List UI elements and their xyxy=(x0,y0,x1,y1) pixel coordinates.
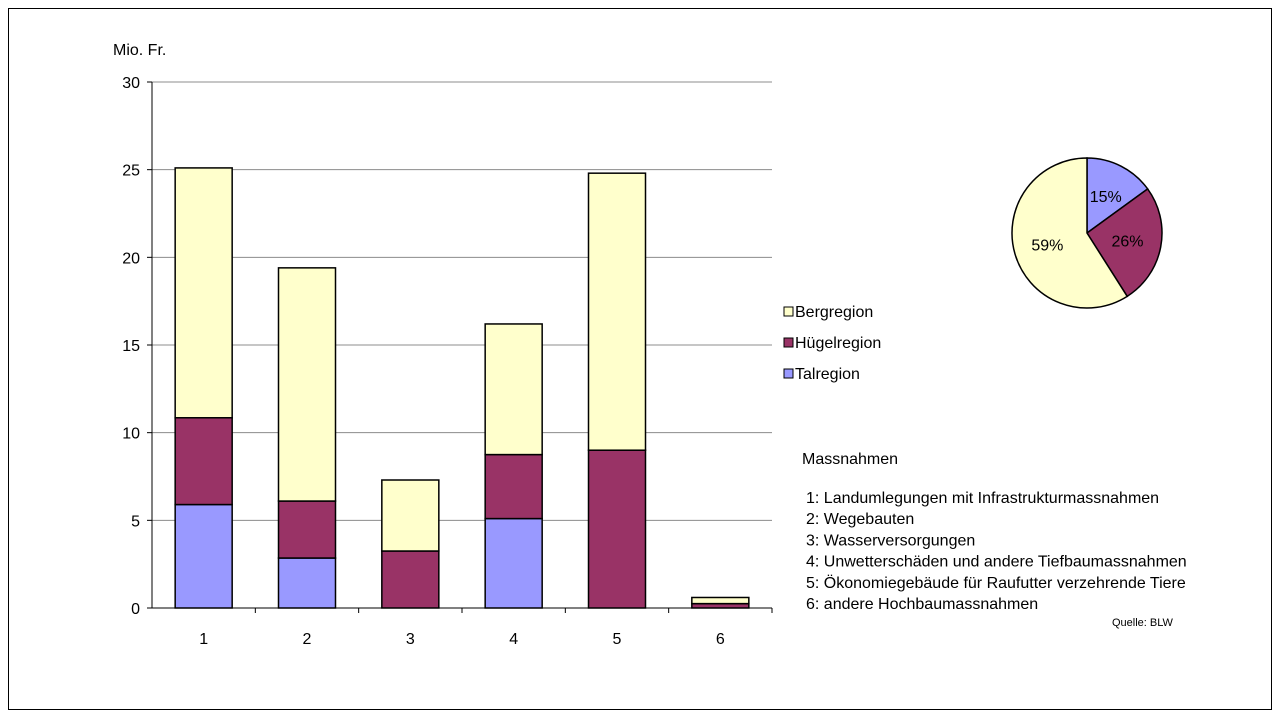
y-axis-title: Mio. Fr. xyxy=(113,42,166,59)
notes-item: 4: Unwetterschäden und andere Tiefbaumas… xyxy=(806,554,1187,571)
pie-slice-bergregion xyxy=(1011,157,1129,309)
pie-slice-talregion xyxy=(1086,157,1149,235)
x-tick-label: 2 xyxy=(303,631,312,648)
y-tick-label: 20 xyxy=(122,250,140,267)
legend: Bergregion Hügelregion Talregion xyxy=(783,304,881,383)
bar-bergregion-3 xyxy=(381,479,440,552)
legend-label-hügelregion: Hügelregion xyxy=(795,335,881,352)
notes-item: 5: Ökonomiegebäude für Raufutter verzehr… xyxy=(806,574,1186,592)
bar-bergregion-4 xyxy=(484,323,543,456)
source-label: Quelle: BLW xyxy=(1112,617,1174,629)
legend-swatch-talregion xyxy=(783,368,794,379)
legend-label-bergregion: Bergregion xyxy=(795,304,873,321)
pie-label-bergregion: 59% xyxy=(1031,238,1063,255)
measures-notes: Massnahmen 1: Landumlegungen mit Infrastr… xyxy=(802,451,1187,629)
bar-bergregion-2 xyxy=(277,267,337,502)
legend-swatch-bergregion xyxy=(783,306,794,317)
y-tick-label: 25 xyxy=(122,163,140,180)
notes-item: 6: andere Hochbaumassnahmen xyxy=(806,596,1038,613)
pie-label-talregion: 15% xyxy=(1090,189,1122,206)
notes-title: Massnahmen xyxy=(802,451,898,468)
bar-bergregion-1 xyxy=(174,167,233,419)
y-tick-label: 5 xyxy=(131,513,140,530)
y-tick-label: 30 xyxy=(122,75,140,92)
y-tick-label: 0 xyxy=(131,601,140,618)
bar-bergregion-5 xyxy=(587,172,647,451)
bar-hügelregion-2 xyxy=(277,500,337,559)
x-tick-label: 5 xyxy=(613,631,622,648)
bar-chart: 0 5 10 15 20 25 30 Mio. Fr. 1 2 3 4 5 6 xyxy=(113,42,773,648)
x-tick-label: 1 xyxy=(199,631,208,648)
bar-talregion-1 xyxy=(174,503,233,609)
pie-slice-hügelregion xyxy=(1085,187,1163,298)
bar-talregion-4 xyxy=(484,517,543,609)
y-tick-label: 15 xyxy=(122,338,140,355)
y-tick-label: 10 xyxy=(122,426,140,443)
legend-label-talregion: Talregion xyxy=(795,366,860,383)
notes-item: 1: Landumlegungen mit Infrastrukturmassn… xyxy=(806,490,1159,507)
notes-item: 2: Wegebauten xyxy=(806,511,914,528)
notes-item: 3: Wasserversorgungen xyxy=(806,532,975,549)
chart-frame xyxy=(8,8,1272,710)
x-tick-label: 3 xyxy=(406,631,415,648)
pie-label-hügelregion: 26% xyxy=(1112,234,1144,251)
pie-chart: 15% 26% 59% xyxy=(1011,157,1163,309)
bar-hügelregion-1 xyxy=(174,417,233,506)
bar-hügelregion-4 xyxy=(484,453,543,520)
bar-hügelregion-5 xyxy=(587,449,647,609)
legend-swatch-hügelregion xyxy=(783,337,794,348)
x-tick-label: 6 xyxy=(716,631,725,648)
bar-talregion-2 xyxy=(277,557,337,609)
bar-hügelregion-3 xyxy=(381,550,440,609)
x-tick-label: 4 xyxy=(509,631,518,648)
bar-bergregion-6 xyxy=(691,596,750,605)
